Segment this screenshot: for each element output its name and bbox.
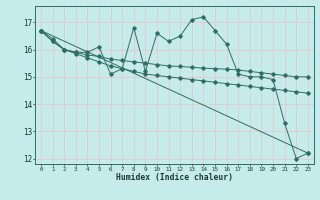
X-axis label: Humidex (Indice chaleur): Humidex (Indice chaleur) (116, 173, 233, 182)
